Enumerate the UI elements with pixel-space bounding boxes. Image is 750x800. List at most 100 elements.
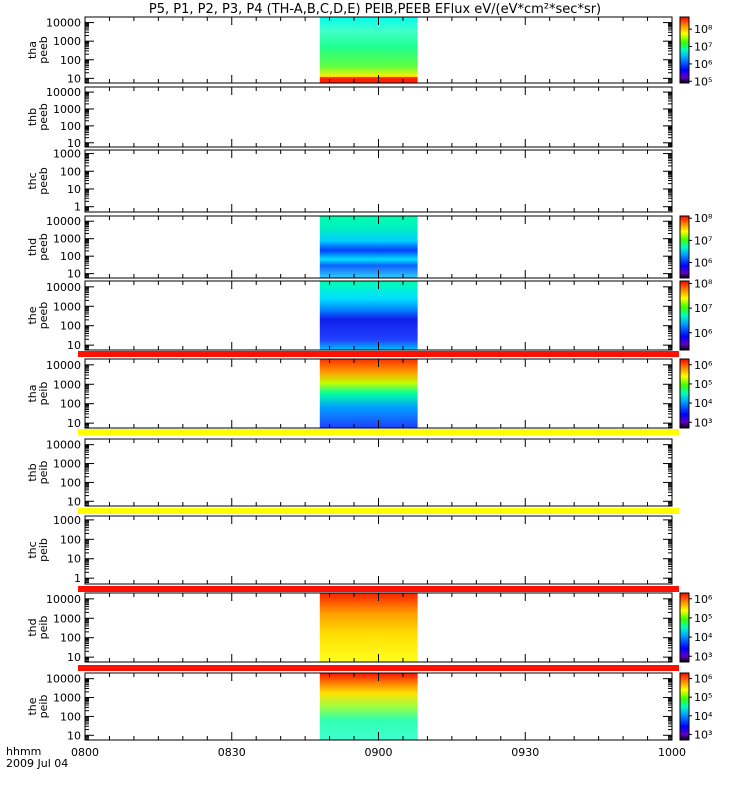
separator-bar [78, 351, 679, 357]
spectrogram-tha-peib [319, 359, 418, 428]
ytick-label: 10 [67, 495, 81, 508]
ytick-label: 100 [60, 533, 81, 546]
xtick-label: 0900 [365, 746, 393, 759]
colorbar-tick-label: 10⁴ [694, 710, 713, 723]
ytick-label: 10000 [46, 17, 81, 30]
ytick-label: 1000 [53, 458, 81, 471]
ytick-label: 100 [60, 632, 81, 645]
ylabel-line: tha [26, 384, 39, 402]
ytick-label: 1000 [53, 233, 81, 246]
colorbar-tha-peeb: 10⁵ 10⁶ 10⁷ 10⁸ [679, 16, 713, 88]
colorbar-tick-label: 10⁴ [694, 631, 713, 644]
colorbar-fill [679, 672, 690, 741]
ytick-label: 100 [60, 120, 81, 133]
xtick-label: 0800 [71, 746, 99, 759]
ylabel-line: thc [26, 172, 39, 189]
colorbar-tick-label: 10⁶ [694, 359, 713, 372]
ylabel-line: peib [37, 461, 50, 485]
ytick-label: 10 [67, 651, 81, 664]
ytick-label: 10 [67, 137, 81, 150]
colorbar-tick-label: 10⁶ [694, 327, 713, 340]
ytick-label: 10000 [46, 86, 81, 99]
xtick-label: 0830 [218, 746, 246, 759]
ylabel-line: thd [26, 618, 39, 636]
spectrogram-thd-peeb [319, 216, 418, 278]
colorbar-thd-peeb: 10⁶ 10⁷ 10⁸ [679, 212, 713, 279]
ytick-label: 1000 [53, 612, 81, 625]
ytick-label: 10000 [46, 593, 81, 606]
ytick-label: 100 [60, 250, 81, 263]
panel-frame [84, 86, 673, 148]
colorbar-tick-label: 10⁸ [694, 23, 713, 36]
ytick-label: 10 [67, 268, 81, 281]
panels-group: thapeeb1010010001000010⁵10⁶10⁷10⁸thbpeeb… [26, 16, 713, 742]
ytick-label: 1000 [53, 514, 81, 527]
colorbar-tick-label: 10⁶ [694, 673, 713, 686]
colorbar-tick-label: 10⁵ [694, 691, 712, 704]
ytick-label: 10 [67, 183, 81, 196]
ylabel-line: peib [37, 382, 50, 406]
colorbar-tick-label: 10³ [694, 650, 712, 663]
ytick-label: 10 [67, 553, 81, 566]
colorbar-tick-label: 10⁷ [694, 234, 712, 247]
colorbar-tick-label: 10³ [694, 728, 712, 741]
colorbar-fill [679, 16, 690, 84]
xtick-label: 0930 [511, 746, 539, 759]
ytick-label: 10 [67, 339, 81, 352]
colorbar-tick-label: 10⁸ [694, 212, 713, 225]
ylabel-line: peeb [37, 233, 50, 261]
panel-frame [84, 515, 673, 585]
ytick-label: 1000 [53, 103, 81, 116]
spectrogram-the-peib [319, 673, 418, 740]
ytick-label: 10000 [46, 673, 81, 686]
colorbar-the-peib: 10³ 10⁴ 10⁵ 10⁶ [679, 672, 713, 741]
ylabel-line: thb [26, 463, 39, 481]
ytick-label: 10 [67, 417, 81, 430]
colorbar-the-peeb: 10⁶ 10⁷ 10⁸ [679, 277, 713, 351]
ylabel-line: the [26, 697, 39, 715]
ytick-label: 1000 [53, 35, 81, 48]
colorbar-fill [679, 280, 690, 351]
separator-bar [78, 665, 679, 671]
ytick-label: 100 [60, 320, 81, 333]
ytick-label: 10000 [46, 439, 81, 452]
ylabel-line: peib [37, 538, 50, 562]
ylabel-line: peeb [37, 103, 50, 131]
colorbar-tick-label: 10⁷ [694, 302, 712, 315]
spectrogram-thd-peib [319, 593, 418, 662]
ytick-label: 1000 [53, 692, 81, 705]
figure-title: P5, P1, P2, P3, P4 (TH-A,B,C,D,E) PEIB,P… [149, 2, 601, 17]
ylabel-line: tha [26, 41, 39, 59]
ytick-label: 1 [74, 201, 81, 214]
spectrogram-tha-peeb [319, 17, 418, 83]
colorbar-tick-label: 10⁵ [694, 378, 712, 391]
ytick-label: 100 [60, 398, 81, 411]
colorbar-tick-label: 10⁴ [694, 397, 713, 410]
separator-bar [78, 586, 679, 592]
ylabel-line: thb [26, 108, 39, 126]
ylabel-line: peeb [37, 302, 50, 330]
separator-bar [78, 508, 679, 514]
ytick-label: 1000 [53, 148, 81, 161]
ytick-label: 1000 [53, 300, 81, 313]
colorbar-tick-label: 10³ [694, 416, 712, 429]
xaxis-date-label: 2009 Jul 04 [6, 757, 68, 770]
